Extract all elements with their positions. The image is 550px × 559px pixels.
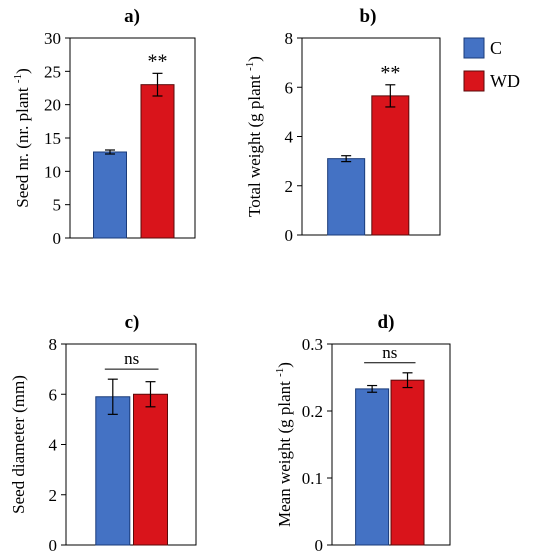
- y-axis-label: Seed nr. (nr. plant -1): [12, 68, 32, 208]
- legend: C WD: [463, 37, 520, 92]
- y-tick-label: 20: [44, 96, 61, 115]
- legend-label-wd: WD: [490, 71, 520, 91]
- y-tick-label: 0: [49, 536, 58, 555]
- y-axis-label: Seed diameter (mm): [9, 375, 28, 514]
- panel-label: a): [124, 6, 140, 27]
- bar-wd: [133, 393, 168, 546]
- chart-panel-3: 0 2 4 6 8 c) Seed diameter (mm) ns: [9, 312, 197, 555]
- plot-frame: [65, 343, 197, 546]
- significance-label: ns: [382, 343, 397, 362]
- y-tick-label: 8: [49, 335, 58, 354]
- y-tick-label: 8: [285, 29, 294, 48]
- y-axis-label: Mean weight (g plant -1): [274, 362, 294, 527]
- y-tick-label: 4: [49, 436, 58, 455]
- panel-label: b): [360, 6, 377, 27]
- plot-frame: [69, 37, 196, 239]
- y-tick-label: 0.2: [302, 402, 323, 421]
- bar-wd: [140, 84, 175, 239]
- bar-c: [95, 396, 131, 546]
- y-tick-label: 30: [44, 29, 61, 48]
- y-tick-label: 0.1: [302, 469, 323, 488]
- bar-c: [355, 388, 390, 546]
- y-tick-label: 0: [53, 229, 62, 248]
- significance-label: **: [380, 62, 400, 84]
- bar-c: [93, 151, 127, 239]
- y-tick-label: 0.3: [302, 335, 323, 354]
- y-tick-label: 4: [285, 128, 294, 147]
- chart-panel-4: 0 0.1 0.2 0.3 d) Mean weight (g plant -1) ns: [274, 312, 451, 555]
- bar-wd: [371, 95, 410, 236]
- panel-label: c): [125, 312, 140, 333]
- y-tick-label: 15: [44, 129, 61, 148]
- y-tick-label: 5: [53, 196, 62, 215]
- chart-panel-2: 0 2 4 6 8 b) Total weight (g plant -1) **: [244, 6, 441, 245]
- y-tick-label: 2: [49, 486, 58, 505]
- legend-swatch-wd: [463, 70, 485, 92]
- bar-wd: [390, 379, 425, 546]
- legend-swatch-c: [463, 37, 485, 59]
- y-tick-label: 10: [44, 162, 61, 181]
- y-tick-label: 6: [49, 385, 58, 404]
- bar-c: [327, 158, 366, 236]
- significance-label: ns: [124, 349, 139, 368]
- y-axis-label: Total weight (g plant -1): [244, 56, 264, 217]
- plot-frame: [301, 37, 441, 236]
- legend-label-c: C: [490, 38, 502, 58]
- y-tick-label: 25: [44, 62, 61, 81]
- significance-label: **: [148, 50, 168, 72]
- y-tick-label: 0: [285, 226, 294, 245]
- chart-panel-1: 0 5 10 15 20 25 30 a) Seed nr. (nr. plant -1) **: [12, 6, 196, 248]
- y-tick-label: 2: [285, 177, 294, 196]
- y-tick-label: 0: [315, 536, 324, 555]
- y-tick-label: 6: [285, 78, 294, 97]
- panel-label: d): [378, 312, 395, 333]
